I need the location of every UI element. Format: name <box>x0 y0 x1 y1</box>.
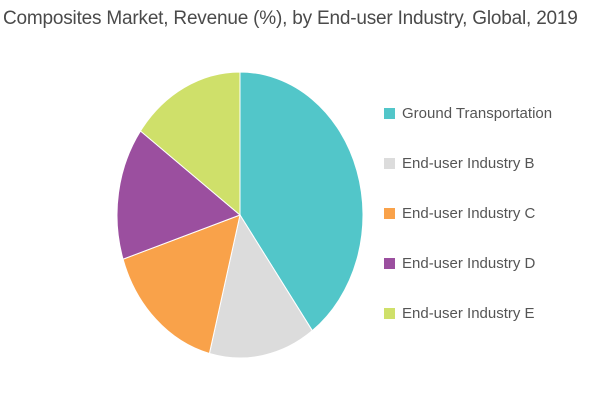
pie-slice-end-user-industry-e <box>139 71 241 217</box>
legend-label: End-user Industry E <box>402 304 535 322</box>
legend-swatch <box>384 257 395 269</box>
legend-label: Ground Transportation <box>402 104 553 122</box>
pie-slice-ground-transportation <box>239 71 364 332</box>
legend: Ground Transportation End-user Industry … <box>384 101 594 351</box>
pie-slice-end-user-industry-b <box>208 213 313 359</box>
legend-swatch <box>384 307 395 319</box>
chart-title: Composites Market, Revenue (%), by End-u… <box>3 8 578 29</box>
pie-chart <box>116 71 364 359</box>
legend-label: End-user Industry D <box>402 254 536 272</box>
pie-slice-end-user-industry-c <box>122 214 241 355</box>
legend-item-ground-transportation: Ground Transportation <box>384 101 594 125</box>
legend-label: End-user Industry B <box>402 154 535 172</box>
legend-swatch <box>384 157 395 169</box>
legend-label: End-user Industry C <box>402 204 536 222</box>
legend-swatch <box>384 107 395 119</box>
legend-item-end-user-industry-c: End-user Industry C <box>384 201 594 225</box>
pie-slice-end-user-industry-d <box>116 130 241 260</box>
legend-swatch <box>384 207 395 219</box>
legend-item-end-user-industry-d: End-user Industry D <box>384 251 594 275</box>
legend-item-end-user-industry-b: End-user Industry B <box>384 151 594 175</box>
legend-item-end-user-industry-e: End-user Industry E <box>384 301 594 325</box>
